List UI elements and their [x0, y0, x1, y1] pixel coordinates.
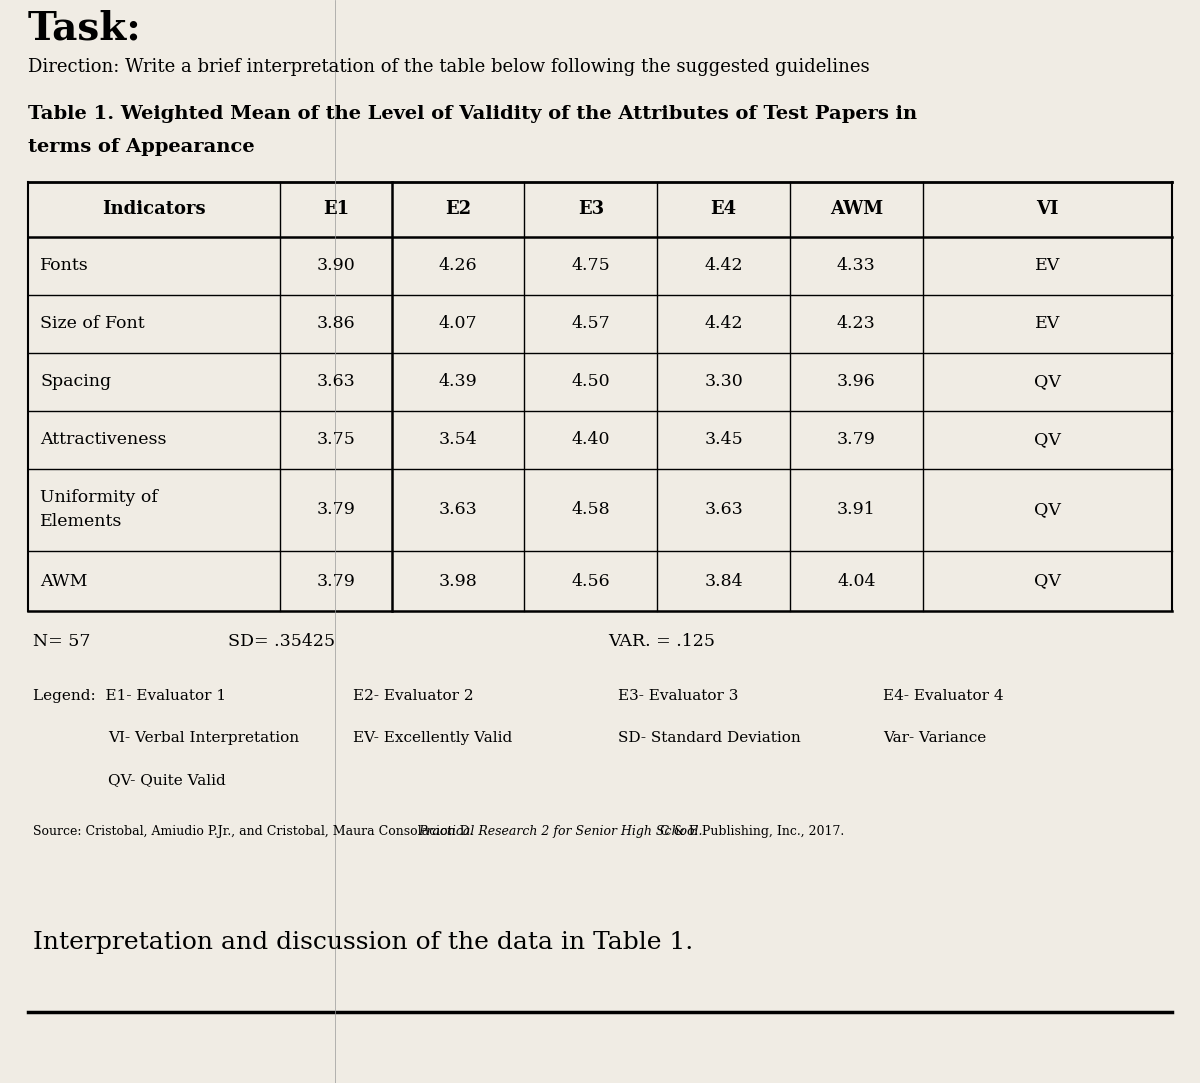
- Text: VI: VI: [1036, 200, 1058, 219]
- Text: Table 1. Weighted Mean of the Level of Validity of the Attributes of Test Papers: Table 1. Weighted Mean of the Level of V…: [28, 105, 917, 123]
- Text: 4.56: 4.56: [571, 573, 610, 589]
- Text: Spacing: Spacing: [40, 374, 112, 391]
- Text: 4.04: 4.04: [838, 573, 876, 589]
- Text: 3.30: 3.30: [704, 374, 743, 391]
- Text: 3.79: 3.79: [836, 431, 876, 448]
- Text: 3.63: 3.63: [704, 501, 743, 519]
- Text: AWM: AWM: [40, 573, 88, 589]
- Text: QV: QV: [1034, 573, 1061, 589]
- Text: 4.75: 4.75: [571, 258, 611, 274]
- Text: Attractiveness: Attractiveness: [40, 431, 167, 448]
- Text: 3.54: 3.54: [439, 431, 478, 448]
- Text: E2: E2: [445, 200, 472, 219]
- Text: Elements: Elements: [40, 513, 122, 531]
- Text: 4.42: 4.42: [704, 258, 743, 274]
- Text: 3.91: 3.91: [836, 501, 876, 519]
- Text: Interpretation and discussion of the data in Table 1.: Interpretation and discussion of the dat…: [34, 930, 694, 953]
- Text: 4.50: 4.50: [571, 374, 610, 391]
- Text: 4.58: 4.58: [571, 501, 610, 519]
- Text: 3.90: 3.90: [317, 258, 355, 274]
- Text: 3.45: 3.45: [704, 431, 743, 448]
- Text: E4: E4: [710, 200, 737, 219]
- Text: Uniformity of: Uniformity of: [40, 490, 158, 507]
- Text: 4.33: 4.33: [836, 258, 876, 274]
- Text: Direction: Write a brief interpretation of the table below following the suggest: Direction: Write a brief interpretation …: [28, 58, 870, 76]
- Text: QV: QV: [1034, 374, 1061, 391]
- Text: Source: Cristobal, Amiudio P.Jr., and Cristobal, Maura Consolacion D.: Source: Cristobal, Amiudio P.Jr., and Cr…: [34, 825, 478, 838]
- Text: 3.63: 3.63: [317, 374, 355, 391]
- Text: Legend:  E1- Evaluator 1: Legend: E1- Evaluator 1: [34, 689, 226, 703]
- Text: Var- Variance: Var- Variance: [883, 731, 986, 745]
- Text: Practical Research 2 for Senior High School.: Practical Research 2 for Senior High Sch…: [418, 825, 702, 838]
- Text: EV: EV: [1034, 315, 1060, 332]
- Text: QV: QV: [1034, 431, 1061, 448]
- Text: 4.07: 4.07: [439, 315, 478, 332]
- Text: VI- Verbal Interpretation: VI- Verbal Interpretation: [108, 731, 299, 745]
- Text: 4.23: 4.23: [836, 315, 876, 332]
- Text: VAR. = .125: VAR. = .125: [608, 632, 715, 650]
- Text: E1: E1: [323, 200, 349, 219]
- Text: 3.79: 3.79: [317, 573, 355, 589]
- Text: 3.79: 3.79: [317, 501, 355, 519]
- Text: 4.42: 4.42: [704, 315, 743, 332]
- Text: Size of Font: Size of Font: [40, 315, 145, 332]
- Text: SD- Standard Deviation: SD- Standard Deviation: [618, 731, 800, 745]
- Text: Indicators: Indicators: [102, 200, 205, 219]
- Text: AWM: AWM: [829, 200, 883, 219]
- Text: E2- Evaluator 2: E2- Evaluator 2: [353, 689, 474, 703]
- Text: terms of Appearance: terms of Appearance: [28, 138, 254, 156]
- Text: 4.26: 4.26: [439, 258, 478, 274]
- Text: 4.39: 4.39: [439, 374, 478, 391]
- Text: QV: QV: [1034, 501, 1061, 519]
- Text: E3: E3: [577, 200, 604, 219]
- Text: C & E Publishing, Inc., 2017.: C & E Publishing, Inc., 2017.: [660, 825, 845, 838]
- Text: Task:: Task:: [28, 10, 142, 48]
- Text: QV- Quite Valid: QV- Quite Valid: [108, 773, 226, 787]
- Text: 3.96: 3.96: [836, 374, 876, 391]
- Text: E3- Evaluator 3: E3- Evaluator 3: [618, 689, 738, 703]
- Text: EV: EV: [1034, 258, 1060, 274]
- Text: Fonts: Fonts: [40, 258, 89, 274]
- Text: 3.75: 3.75: [317, 431, 355, 448]
- Text: 3.84: 3.84: [704, 573, 743, 589]
- Text: SD= .35425: SD= .35425: [228, 632, 335, 650]
- Text: E4- Evaluator 4: E4- Evaluator 4: [883, 689, 1003, 703]
- Text: 4.40: 4.40: [571, 431, 610, 448]
- Text: 4.57: 4.57: [571, 315, 611, 332]
- Text: EV- Excellently Valid: EV- Excellently Valid: [353, 731, 512, 745]
- Text: 3.86: 3.86: [317, 315, 355, 332]
- Text: N= 57: N= 57: [34, 632, 90, 650]
- Text: 3.98: 3.98: [439, 573, 478, 589]
- Text: 3.63: 3.63: [439, 501, 478, 519]
